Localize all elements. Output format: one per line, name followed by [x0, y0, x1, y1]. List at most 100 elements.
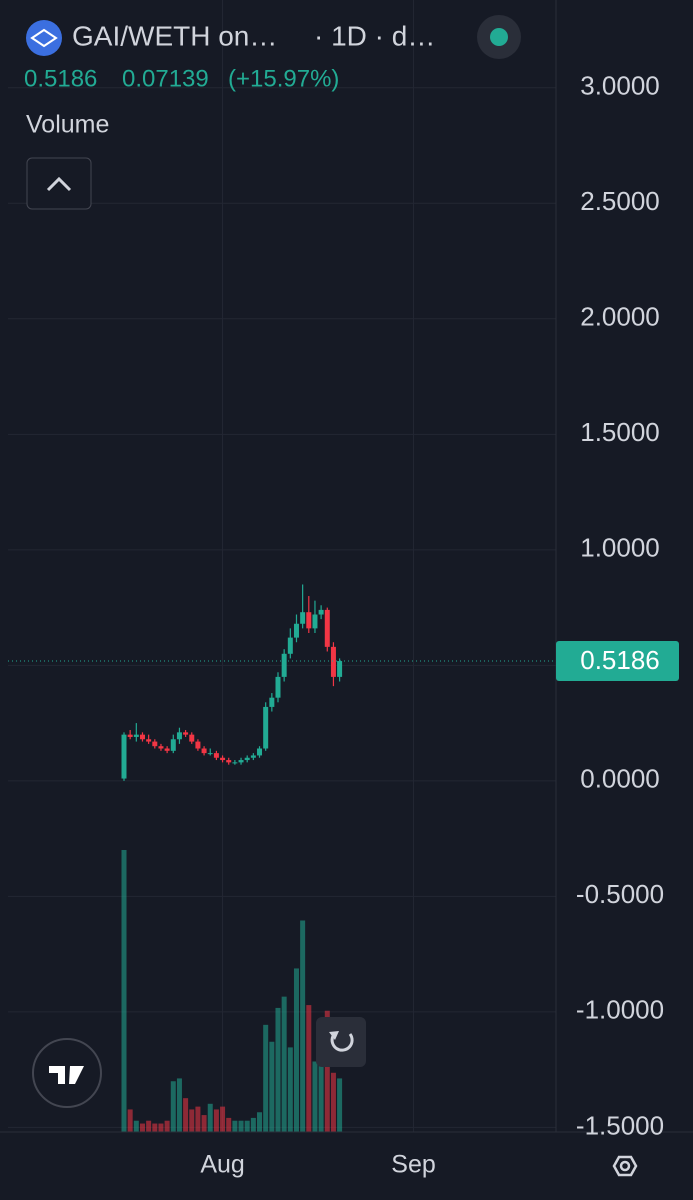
volume-bar [195, 1106, 201, 1132]
candle-body [232, 762, 238, 764]
candle-body [318, 609, 324, 615]
status-dot [490, 28, 508, 46]
volume-bar [250, 1117, 256, 1132]
candle-body [300, 612, 306, 624]
volume-bar [220, 1106, 226, 1132]
reset-button[interactable] [316, 1017, 366, 1067]
settings-button[interactable] [612, 1155, 638, 1177]
volume-bar [207, 1103, 213, 1132]
price-change: 0.07139 [122, 65, 209, 92]
candle-body [176, 732, 182, 740]
price-change-pct: (+15.97%) [228, 65, 339, 92]
candle-body [146, 739, 152, 742]
candle-body [201, 748, 207, 754]
token-icon [26, 20, 62, 56]
candle-body [164, 748, 170, 751]
volume-bar [306, 1005, 312, 1132]
reset-icon [330, 1033, 354, 1052]
candle-body [263, 706, 269, 749]
y-tick-label: 0.0000 [580, 764, 660, 794]
candle-body [189, 734, 195, 742]
y-tick-label: 1.0000 [580, 533, 660, 563]
candle-body [121, 734, 127, 779]
volume-bar [176, 1078, 182, 1132]
logo-button[interactable] [32, 1038, 102, 1108]
y-tick-label: 2.5000 [580, 186, 660, 216]
volume-bar [226, 1117, 232, 1132]
candle-body [220, 757, 226, 761]
grid [8, 0, 556, 1132]
volume-bar [189, 1109, 195, 1132]
candle-body [207, 753, 213, 755]
volume-bar [164, 1120, 170, 1132]
volume-bar [170, 1081, 176, 1132]
candle-body [275, 676, 281, 698]
marks [8, 584, 556, 1132]
volume-bar [152, 1123, 158, 1132]
volume-bar [183, 1098, 189, 1132]
token-icon-glyph [30, 28, 58, 48]
volume-bar [324, 1010, 330, 1132]
y-tick-label: 1.5000 [580, 417, 660, 447]
logo-glyph [49, 1066, 84, 1084]
collapse-icon [46, 176, 72, 192]
volume-bar [275, 1007, 281, 1132]
candle-body [133, 734, 139, 737]
last-price-label: 0.5186 [580, 645, 660, 675]
candle-body [152, 741, 158, 747]
candle-body [195, 741, 201, 749]
candle-body [312, 614, 318, 629]
candle-body [183, 732, 189, 735]
x-tick-label: Aug [200, 1151, 244, 1179]
candle-body [281, 653, 287, 677]
collapse-button[interactable] [26, 157, 92, 210]
y-tick-label: 3.0000 [580, 71, 660, 101]
volume-bar [127, 1109, 133, 1132]
volume-bar [257, 1112, 263, 1132]
volume-bar [121, 850, 127, 1132]
y-tick-label: -1.5000 [576, 1110, 664, 1140]
candle-body [213, 753, 219, 758]
candle-body [287, 637, 293, 654]
volume-bar [232, 1120, 238, 1132]
candle-body [226, 760, 232, 763]
candle-body [250, 755, 256, 758]
y-tick-label: -0.5000 [576, 879, 664, 909]
last-price-tag [556, 641, 679, 682]
symbol-title[interactable]: GAI/WETH on… [72, 20, 277, 51]
volume-bar [238, 1120, 244, 1132]
volume-bar [330, 1072, 336, 1132]
volume-bar [312, 1061, 318, 1132]
candle-body [269, 697, 275, 707]
candle-body [170, 739, 176, 751]
candle-body [257, 748, 263, 756]
candle-body [337, 661, 343, 677]
candle-body [293, 623, 299, 638]
candle-body [306, 612, 312, 629]
volume-bar [244, 1120, 250, 1132]
volume-bar [213, 1109, 219, 1132]
candle-body [324, 609, 330, 647]
volume-bar [201, 1115, 207, 1132]
candle-body [127, 734, 133, 737]
volume-bar [281, 996, 287, 1132]
candle-body [238, 760, 244, 763]
volume-bar [337, 1078, 343, 1132]
volume-bar [146, 1120, 152, 1132]
volume-bar [300, 920, 306, 1132]
last-price: 0.5186 [24, 65, 97, 92]
x-tick-label: Sep [391, 1151, 435, 1179]
candle-body [244, 757, 250, 761]
volume-bar [293, 968, 299, 1132]
volume-bar [287, 1047, 293, 1132]
candle-body [158, 746, 164, 749]
candle-body [330, 646, 336, 677]
reset-icon-arrow [329, 1031, 339, 1040]
symbol-subtitle: · 1D · d… [314, 20, 435, 51]
volume-bar [139, 1123, 145, 1132]
y-tick-label: -1.0000 [576, 995, 664, 1025]
y-tick-label: 2.0000 [580, 302, 660, 332]
volume-bar [263, 1024, 269, 1132]
